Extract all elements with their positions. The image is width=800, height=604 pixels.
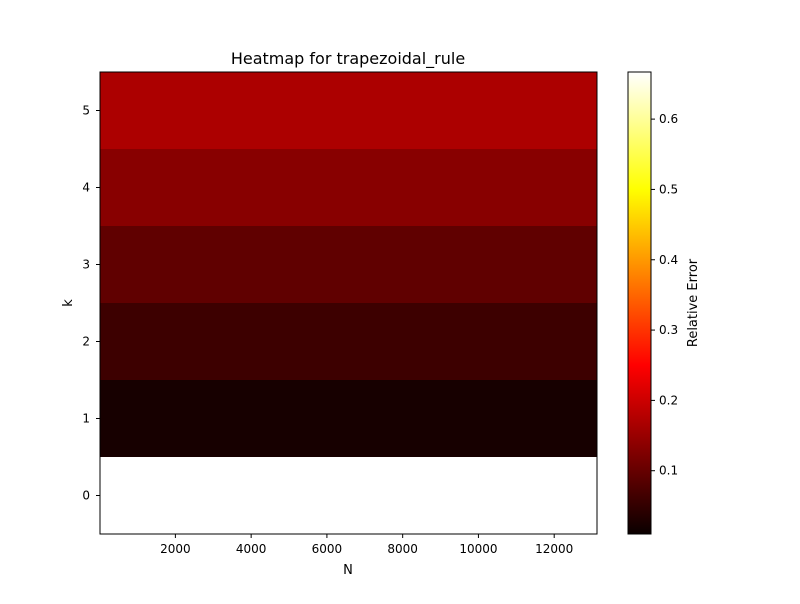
heatmap-cell: [100, 303, 597, 380]
x-axis-label: N: [343, 563, 353, 578]
x-tick-label: 6000: [312, 542, 343, 556]
x-tick-label: 4000: [236, 542, 267, 556]
heatmap-cell: [100, 226, 597, 303]
colorbar-tick-label: 0.1: [659, 464, 678, 478]
x-tick-label: 10000: [459, 542, 497, 556]
colorbar-label: Relative Error: [686, 258, 701, 347]
x-tick-label: 2000: [160, 542, 191, 556]
x-axis-ticks: 2000 4000 6000 8000 10000 12000: [160, 534, 573, 556]
heatmap-cell: [100, 149, 597, 226]
heatmap-cells: [100, 72, 597, 534]
heatmap-cell: [100, 72, 597, 149]
y-tick-label: 3: [82, 258, 90, 272]
y-tick-label: 4: [82, 181, 90, 195]
colorbar-tick-label: 0.2: [659, 393, 678, 407]
heatmap-cell: [100, 457, 597, 534]
colorbar: [627, 71, 652, 535]
plot-frame: [99, 71, 598, 535]
x-tick-label: 12000: [535, 542, 573, 556]
colorbar-tick-label: 0.3: [659, 323, 678, 337]
y-tick-label: 0: [82, 489, 90, 503]
y-tick-label: 2: [82, 335, 90, 349]
y-tick-label: 1: [82, 412, 90, 426]
y-tick-label: 5: [82, 104, 90, 118]
colorbar-tick-label: 0.5: [659, 182, 678, 196]
chart-title: Heatmap for trapezoidal_rule: [231, 49, 465, 69]
colorbar-tick-label: 0.6: [659, 112, 678, 126]
colorbar-tick-label: 0.4: [659, 253, 678, 267]
colorbar-ticks: 0.1 0.2 0.3 0.4 0.5 0.6: [651, 112, 678, 478]
x-tick-label: 8000: [387, 542, 418, 556]
y-axis-ticks: 0 1 2 3 4 5: [82, 104, 100, 503]
heatmap-cell: [100, 380, 597, 457]
y-axis-label: k: [61, 299, 76, 307]
